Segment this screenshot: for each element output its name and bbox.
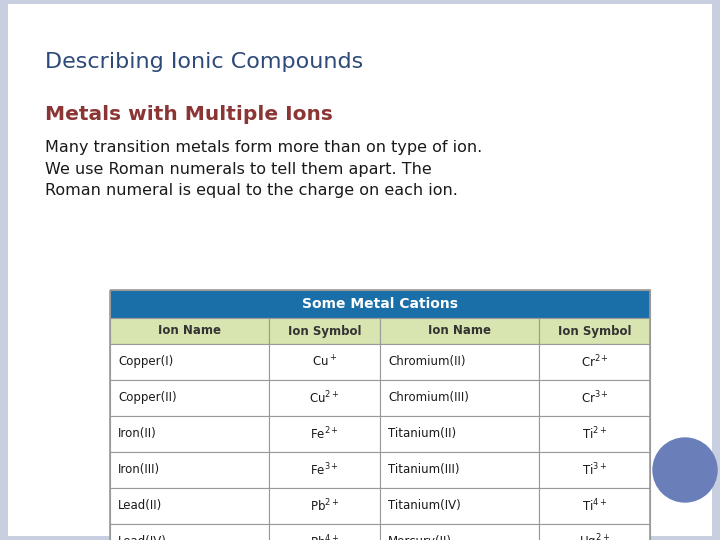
Bar [380,344,539,380]
Bar [269,380,380,416]
Bar [539,524,650,540]
Bar [0,0,8,540]
Text: Titanium(II): Titanium(II) [388,428,456,441]
Text: Ion Symbol: Ion Symbol [558,325,631,338]
Bar [8,0,712,4]
Bar [380,452,539,488]
Bar [380,318,539,344]
Bar [110,344,269,380]
Text: Many transition metals form more than on type of ion.
We use Roman numerals to t: Many transition metals form more than on… [45,140,482,198]
Text: Ion Name: Ion Name [158,325,221,338]
Text: Pb$^{4+}$: Pb$^{4+}$ [310,534,339,540]
Text: Metals with Multiple Ions: Metals with Multiple Ions [45,105,333,124]
Bar [110,452,269,488]
Bar [8,536,712,540]
Text: Ti$^{4+}$: Ti$^{4+}$ [582,498,608,514]
Bar [380,380,539,416]
Text: Iron(III): Iron(III) [118,463,160,476]
Text: Copper(II): Copper(II) [118,392,176,404]
Bar [539,318,650,344]
Text: Pb$^{2+}$: Pb$^{2+}$ [310,498,339,514]
Text: Ion Symbol: Ion Symbol [288,325,361,338]
Bar [269,488,380,524]
Bar [380,524,539,540]
Text: Cr$^{2+}$: Cr$^{2+}$ [580,354,608,370]
Bar [110,488,269,524]
Text: Cu$^{2+}$: Cu$^{2+}$ [310,390,340,406]
Text: Titanium(IV): Titanium(IV) [388,500,461,512]
Text: Copper(I): Copper(I) [118,355,174,368]
Text: Cr$^{3+}$: Cr$^{3+}$ [580,390,608,406]
Text: Fe$^{2+}$: Fe$^{2+}$ [310,426,339,442]
Text: Describing Ionic Compounds: Describing Ionic Compounds [45,52,364,72]
Bar [539,488,650,524]
Bar [539,452,650,488]
Text: Ion Name: Ion Name [428,325,491,338]
Text: Lead(II): Lead(II) [118,500,162,512]
Text: Ti$^{2+}$: Ti$^{2+}$ [582,426,608,442]
Bar [269,344,380,380]
Bar [380,416,539,452]
Text: Hg$^{2+}$: Hg$^{2+}$ [579,532,611,540]
Bar [110,290,650,318]
Bar [110,380,269,416]
Text: Titanium(III): Titanium(III) [388,463,459,476]
Bar [380,488,539,524]
Bar [269,452,380,488]
Circle shape [653,438,717,502]
Text: Fe$^{3+}$: Fe$^{3+}$ [310,462,339,478]
Bar [539,380,650,416]
Text: Iron(II): Iron(II) [118,428,157,441]
Bar [110,290,650,540]
Bar [269,524,380,540]
Bar [539,344,650,380]
Text: Cu$^+$: Cu$^+$ [312,354,338,370]
Bar [110,318,269,344]
Bar [712,0,720,540]
Bar [539,416,650,452]
Text: Some Metal Cations: Some Metal Cations [302,297,458,311]
Text: Ti$^{3+}$: Ti$^{3+}$ [582,462,608,478]
Text: Chromium(II): Chromium(II) [388,355,466,368]
Bar [110,524,269,540]
Text: Chromium(III): Chromium(III) [388,392,469,404]
Text: Mercury(II): Mercury(II) [388,536,452,540]
Text: Lead(IV): Lead(IV) [118,536,167,540]
Bar [110,416,269,452]
Bar [269,416,380,452]
Bar [269,318,380,344]
